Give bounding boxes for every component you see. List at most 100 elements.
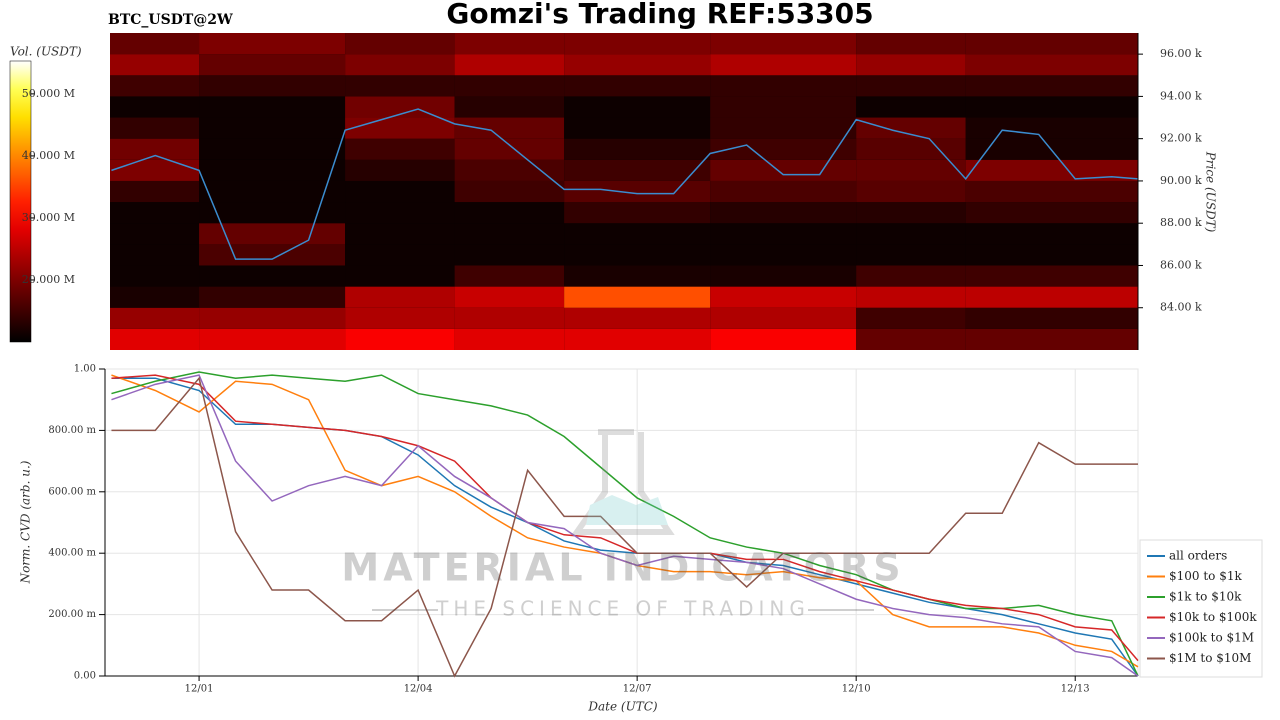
- colorbar-tick-label: 50.000 M: [22, 87, 75, 100]
- heat-cell: [856, 244, 966, 266]
- heat-cell: [110, 75, 200, 97]
- heat-cell: [564, 223, 711, 245]
- heat-cell: [965, 33, 1138, 55]
- heat-cell: [856, 33, 966, 55]
- heat-cell: [199, 96, 346, 118]
- watermark-tagline: THE SCIENCE OF TRADING: [435, 597, 810, 621]
- heat-cell: [110, 180, 200, 203]
- heat-cell: [856, 223, 966, 245]
- heat-cell: [199, 307, 346, 329]
- heat-cell: [454, 96, 565, 118]
- heat-cell: [110, 138, 200, 160]
- heat-cell: [199, 286, 346, 308]
- y-tick-label: 86.00 k: [1160, 258, 1202, 271]
- chart-title: BTC_USDT@2W: [108, 12, 233, 28]
- y-axis-label: Norm. CVD (arb. u.): [19, 460, 33, 584]
- heat-cell: [110, 117, 200, 139]
- heat-cell: [345, 328, 455, 350]
- heat-cell: [965, 117, 1138, 139]
- heat-cell: [564, 244, 711, 266]
- heat-cell: [454, 138, 565, 160]
- heat-cell: [856, 96, 966, 118]
- heat-cell: [199, 138, 346, 160]
- x-tick-label: 12/04: [404, 684, 433, 695]
- heat-cell: [710, 54, 857, 76]
- colorbar-tick-label: 40.000 M: [22, 149, 75, 162]
- heat-cell: [564, 328, 711, 350]
- heat-cell: [454, 202, 565, 224]
- heat-cell: [454, 223, 565, 245]
- page-title: Gomzi's Trading REF:53305: [446, 0, 873, 30]
- heat-cell: [856, 328, 966, 350]
- heat-cell: [564, 117, 711, 139]
- x-tick-label: 12/10: [842, 684, 871, 695]
- heat-cell: [345, 75, 455, 97]
- heat-cell: [199, 180, 346, 203]
- heat-cell: [856, 117, 966, 139]
- y-tick-label: 90.00 k: [1160, 174, 1202, 187]
- heat-cell: [110, 307, 200, 329]
- heat-cell: [856, 54, 966, 76]
- heat-cell: [965, 328, 1138, 350]
- heat-cell: [199, 159, 346, 181]
- heat-cell: [454, 117, 565, 139]
- heat-cell: [710, 159, 857, 181]
- heat-cell: [710, 96, 857, 118]
- heat-cell: [856, 307, 966, 329]
- heat-cell: [345, 180, 455, 203]
- heat-cell: [345, 286, 455, 308]
- heat-cell: [199, 117, 346, 139]
- line-chart: 0.00 200.00 m 400.00 m 600.00 m 800.00 m 1.00…: [48, 364, 1263, 695]
- legend-label: $10k to $100k: [1169, 610, 1257, 624]
- series-line: [111, 374, 1139, 677]
- heat-cell: [199, 202, 346, 224]
- heat-cell: [965, 54, 1138, 76]
- colorbar-tick-label: 30.000 M: [22, 211, 75, 224]
- heat-cell: [710, 117, 857, 139]
- heat-cell: [710, 33, 857, 55]
- watermark: MATERIAL INDICATORS THE SCIENCE OF TRADI…: [341, 429, 901, 621]
- heat-cell: [199, 244, 346, 266]
- heat-cell: [564, 180, 711, 203]
- heat-cell: [856, 180, 966, 203]
- heat-cell: [965, 180, 1138, 203]
- heat-cell: [454, 307, 565, 329]
- heat-cell: [110, 265, 200, 287]
- heat-cell: [454, 54, 565, 76]
- heat-cell: [454, 180, 565, 203]
- heat-cell: [110, 244, 200, 266]
- y-tick-label: 1.00: [74, 364, 96, 375]
- legend-label: $1M to $10M: [1169, 651, 1251, 665]
- heat-cell: [110, 96, 200, 118]
- x-tick-label: 12/13: [1061, 684, 1090, 695]
- heat-cell: [710, 286, 857, 308]
- y-tick-label: 200.00 m: [48, 609, 96, 620]
- colorbar-label: Vol. (USDT): [10, 45, 82, 59]
- heat-cell: [199, 33, 346, 55]
- heat-cell: [110, 202, 200, 224]
- heat-cell: [345, 307, 455, 329]
- colorbar: [9, 60, 32, 343]
- y-tick-label: 84.00 k: [1160, 301, 1202, 314]
- heat-cell: [199, 223, 346, 245]
- heat-cell: [454, 244, 565, 266]
- heat-cell: [564, 33, 711, 55]
- heat-cell: [856, 159, 966, 181]
- heat-cell: [965, 286, 1138, 308]
- heat-cell: [564, 75, 711, 97]
- y-tick-label: 96.00 k: [1160, 47, 1202, 60]
- heat-cell: [199, 328, 346, 350]
- legend-box: [1139, 539, 1263, 678]
- watermark-icon: [586, 495, 668, 525]
- colorbar-tick-label: 20.000 M: [22, 273, 75, 286]
- y-axis-label: Price (USDT): [1204, 151, 1218, 233]
- x-tick-label: 12/07: [623, 684, 652, 695]
- heat-cell: [564, 96, 711, 118]
- heat-cell: [564, 138, 711, 160]
- heat-cell: [345, 138, 455, 160]
- legend-label: $100 to $1k: [1169, 569, 1242, 583]
- heat-cell: [710, 75, 857, 97]
- heat-cell: [856, 265, 966, 287]
- heat-cell: [965, 223, 1138, 245]
- heat-cell: [564, 202, 711, 224]
